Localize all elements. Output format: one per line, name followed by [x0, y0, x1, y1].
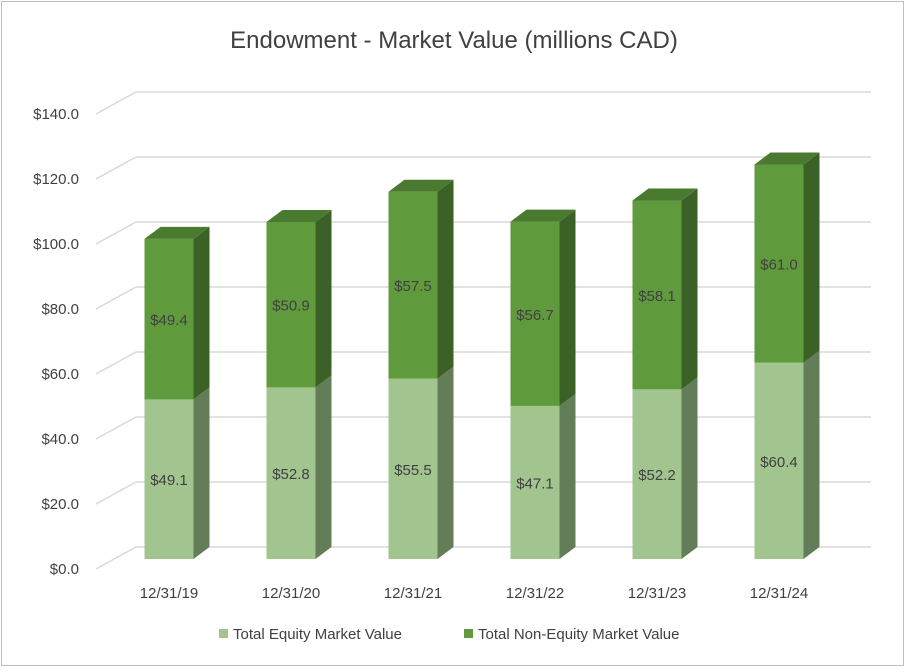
y-tick-label: $60.0 [41, 366, 79, 383]
bar-segment [144, 238, 194, 400]
y-tick-label: $100.0 [33, 236, 79, 253]
bar-segment [144, 399, 194, 559]
x-tick-label: 12/31/20 [262, 585, 320, 602]
bar-segment [754, 362, 804, 559]
legend-swatch [219, 629, 228, 638]
data-label: $52.8 [272, 466, 310, 483]
gridline-side [95, 351, 137, 375]
gridline-side [95, 286, 137, 310]
bar-top [388, 179, 454, 192]
gridline-side [95, 481, 137, 505]
bar-top [754, 152, 820, 165]
bar-side [559, 209, 576, 406]
data-label: $49.4 [150, 312, 188, 329]
bar-side [437, 366, 454, 559]
bar-segment [266, 387, 316, 559]
y-tick-label: $120.0 [33, 171, 79, 188]
bar-side [559, 393, 576, 559]
bar-side [315, 209, 332, 388]
data-label: $55.5 [394, 462, 432, 479]
data-label: $58.1 [638, 288, 676, 305]
data-label: $52.2 [638, 467, 676, 484]
bar-side [803, 152, 820, 363]
bar-side [681, 188, 698, 390]
gridline-side [95, 416, 137, 440]
bar-segment [754, 164, 804, 363]
bar-segment [510, 405, 560, 559]
data-label: $57.5 [394, 278, 432, 295]
data-label: $50.9 [272, 298, 310, 315]
y-tick-label: $0.0 [50, 561, 79, 578]
gridline-side [95, 221, 137, 245]
bar-top [510, 209, 576, 222]
data-label: $61.0 [760, 257, 798, 274]
data-label: $49.1 [150, 472, 188, 489]
bar-side [193, 387, 210, 559]
bar-segment [388, 191, 438, 379]
bar-top [266, 209, 332, 222]
data-label: $60.4 [760, 454, 798, 471]
x-tick-label: 12/31/23 [628, 585, 686, 602]
bar-side [803, 350, 820, 559]
x-tick-label: 12/31/24 [750, 585, 808, 602]
bar-segment [266, 221, 316, 388]
data-label: $47.1 [516, 475, 554, 492]
x-tick-label: 12/31/21 [384, 585, 442, 602]
legend-label: Total Non-Equity Market Value [478, 626, 679, 643]
x-tick-label: 12/31/22 [506, 585, 564, 602]
legend-label: Total Equity Market Value [233, 626, 402, 643]
bar-top [632, 188, 698, 201]
bar-top [144, 226, 210, 239]
bar-side [193, 226, 210, 400]
data-label: $56.7 [516, 307, 554, 324]
y-tick-label: $20.0 [41, 496, 79, 513]
y-tick-label: $40.0 [41, 431, 79, 448]
bar-side [681, 377, 698, 559]
y-tick-label: $80.0 [41, 301, 79, 318]
bar-segment [632, 389, 682, 559]
gridline-side [95, 546, 137, 570]
bar-side [315, 375, 332, 559]
gridline-side [95, 91, 137, 115]
bar-segment [632, 200, 682, 390]
chart-title: Endowment - Market Value (millions CAD) [230, 27, 678, 54]
gridline-side [95, 156, 137, 180]
bar-side [437, 179, 454, 379]
bar-segment [510, 221, 560, 406]
legend-swatch [464, 629, 473, 638]
x-tick-label: 12/31/19 [140, 585, 198, 602]
y-tick-label: $140.0 [33, 106, 79, 123]
bar-segment [388, 378, 438, 559]
